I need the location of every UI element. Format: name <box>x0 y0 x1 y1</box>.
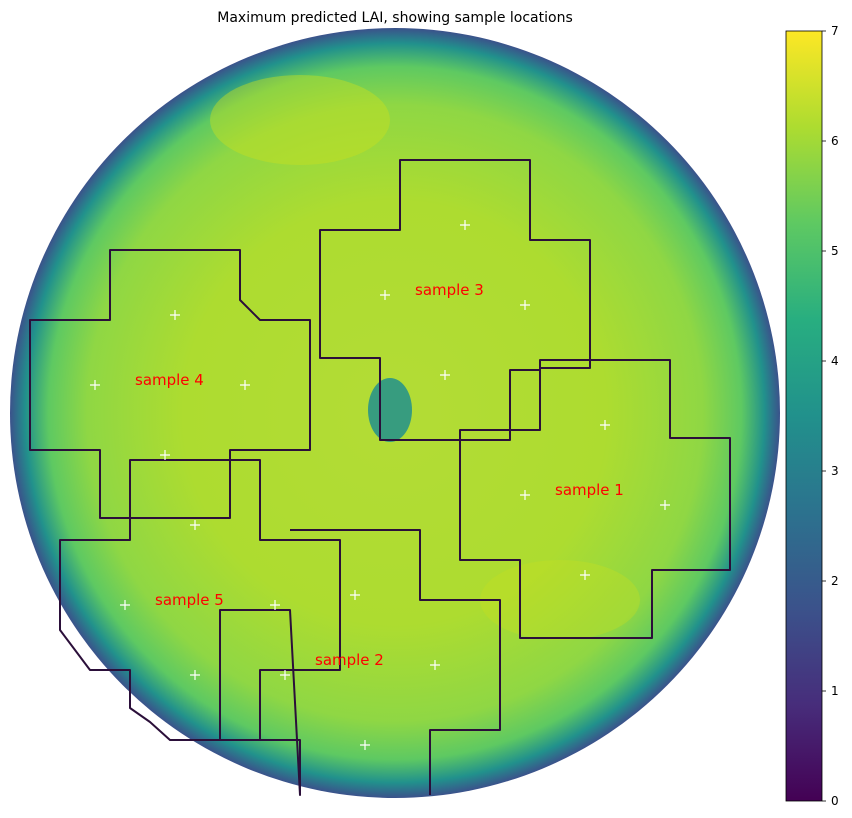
sample-3-outline <box>319 159 591 441</box>
marker <box>190 670 200 680</box>
sample-label: sample 3 <box>415 281 484 299</box>
marker <box>240 380 250 390</box>
colorbar-tick-label: 6 <box>831 134 839 148</box>
colorbar-tick-label: 3 <box>831 464 839 478</box>
sample-markers <box>90 220 670 750</box>
marker <box>120 600 130 610</box>
marker <box>600 420 610 430</box>
marker <box>520 300 530 310</box>
marker <box>190 520 200 530</box>
heatmap-map <box>10 28 780 798</box>
sample-5-outline <box>59 459 341 741</box>
marker <box>660 500 670 510</box>
marker <box>170 310 180 320</box>
chart-title: Maximum predicted LAI, showing sample lo… <box>217 10 573 26</box>
colorbar: 0 1 2 3 4 5 6 7 <box>785 24 839 808</box>
sample-outlines <box>29 159 731 796</box>
colorbar-tick-label: 1 <box>831 684 839 698</box>
sample-2-outline <box>219 529 501 796</box>
marker <box>440 370 450 380</box>
marker <box>380 290 390 300</box>
colorbar-tick-label: 2 <box>831 574 839 588</box>
sample-4-outline <box>29 249 311 519</box>
colorbar-ticks: 0 1 2 3 4 5 6 7 <box>822 24 839 808</box>
marker <box>460 220 470 230</box>
marker <box>280 670 290 680</box>
marker <box>160 450 170 460</box>
heatmap-high-patch <box>210 75 390 165</box>
marker <box>430 660 440 670</box>
sample-label: sample 2 <box>315 651 384 669</box>
sample-label: sample 1 <box>555 481 624 499</box>
sample-labels: sample 1 sample 2 sample 3 sample 4 samp… <box>135 281 624 669</box>
marker <box>90 380 100 390</box>
sample-label: sample 5 <box>155 591 224 609</box>
marker <box>270 600 280 610</box>
colorbar-tick-label: 4 <box>831 354 839 368</box>
heatmap-high-patch-2 <box>480 560 640 640</box>
sample-label: sample 4 <box>135 371 204 389</box>
colorbar-tick-label: 5 <box>831 244 839 258</box>
marker <box>350 590 360 600</box>
marker <box>580 570 590 580</box>
sample-1-outline <box>459 359 731 639</box>
heatmap-low-patch <box>368 378 412 442</box>
marker <box>520 490 530 500</box>
colorbar-tick-label: 7 <box>831 24 839 38</box>
colorbar-tick-label: 0 <box>831 794 839 808</box>
marker <box>360 740 370 750</box>
colorbar-gradient <box>785 30 823 802</box>
